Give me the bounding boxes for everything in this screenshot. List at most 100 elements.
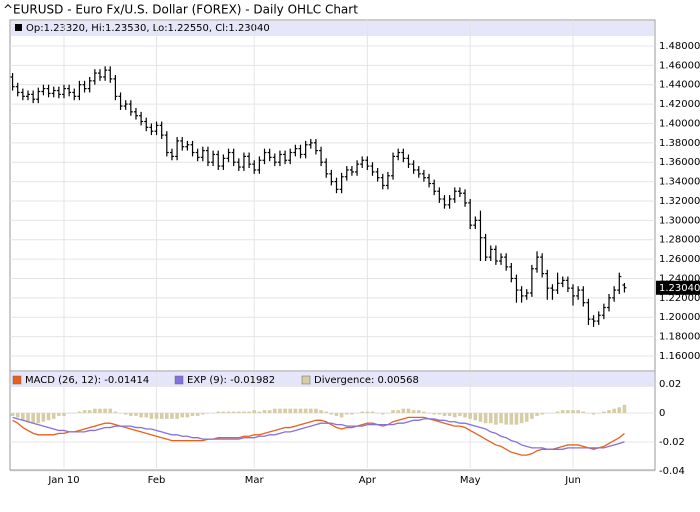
y-tick-label: 1.28000 (659, 235, 700, 246)
divergence-bar (386, 413, 390, 414)
divergence-bar (427, 413, 431, 414)
divergence-bar (396, 410, 400, 414)
divergence-bar (576, 410, 580, 414)
divergence-bar (170, 413, 174, 419)
legend-swatch (12, 375, 22, 385)
y-tick-label: 1.32000 (659, 196, 700, 207)
legend-swatch (301, 375, 311, 385)
divergence-bar (540, 413, 544, 415)
divergence-bar (231, 411, 236, 414)
divergence-bar (365, 411, 370, 414)
y-tick-label: -0.04 (659, 466, 685, 477)
divergence-bar (272, 408, 277, 414)
mark-layer (10, 66, 627, 456)
divergence-bar (278, 408, 282, 414)
last-price-box (656, 280, 700, 295)
divergence-bar (468, 413, 472, 419)
divergence-bar (98, 408, 102, 414)
legend-label: MACD (26, 12): -0.01414 (25, 375, 149, 386)
divergence-bar (437, 413, 442, 415)
divergence-bar (221, 411, 226, 414)
divergence-bar (36, 413, 41, 424)
divergence-bar (334, 413, 339, 416)
y-tick-label: 1.40000 (659, 118, 700, 129)
divergence-bar (622, 404, 627, 414)
divergence-bar (566, 410, 570, 414)
divergence-bar (308, 408, 313, 414)
divergence-bar (360, 411, 365, 414)
divergence-bar (108, 408, 113, 414)
divergence-bar (185, 413, 190, 418)
divergence-bar (15, 413, 20, 418)
divergence-bar (488, 413, 493, 424)
divergence-bar (442, 413, 447, 416)
divergence-bar (293, 408, 298, 414)
divergence-bar (612, 408, 616, 414)
divergence-bar (458, 413, 462, 416)
y-tick-label: 0.02 (659, 379, 681, 390)
divergence-bar (524, 413, 529, 422)
legend-swatch (174, 375, 184, 385)
y-tick-label: 1.48000 (659, 41, 700, 52)
divergence-bar (21, 413, 25, 421)
divergence-bar (57, 413, 61, 416)
divergence-bar (144, 413, 149, 418)
divergence-bar (154, 413, 159, 419)
y-tick-label: 1.44000 (659, 80, 700, 91)
divergence-bar (514, 413, 519, 425)
y-tick-label: 1.18000 (659, 332, 700, 343)
macd-line (12, 416, 625, 456)
divergence-bar (350, 413, 354, 415)
x-tick-label: May (460, 475, 481, 486)
divergence-bar (504, 413, 508, 425)
divergence-bar (180, 413, 185, 418)
divergence-bar (165, 413, 169, 419)
divergence-bar (329, 413, 334, 415)
divergence-bar (422, 411, 426, 414)
divergence-bar (298, 408, 303, 414)
divergence-bar (262, 410, 267, 414)
divergence-bar (226, 411, 231, 414)
divergence-bar (288, 408, 293, 414)
x-tick-label: Jun (564, 475, 581, 486)
chart-title: ^EURUSD - Euro Fx/U.S. Dollar (FOREX) - … (3, 3, 358, 17)
divergence-bar (530, 413, 534, 419)
last-price-label: 1.23040 (659, 283, 700, 294)
divergence-bar (314, 408, 318, 414)
divergence-bar (571, 410, 575, 414)
divergence-bar (93, 408, 97, 414)
divergence-bar (416, 410, 421, 414)
divergence-bar (370, 411, 375, 414)
divergence-bar (339, 413, 344, 418)
y-tick-label: 1.30000 (659, 215, 700, 226)
divergence-bar (175, 413, 179, 419)
x-tick-label: Feb (148, 475, 166, 486)
divergence-bar (607, 410, 611, 414)
divergence-bar (509, 413, 514, 425)
divergence-bar (550, 413, 555, 414)
divergence-bar (391, 410, 395, 414)
y-tick-label: 1.36000 (659, 157, 700, 168)
y-tick-label: 1.34000 (659, 177, 700, 188)
divergence-bar (447, 413, 452, 416)
divergence-bar (113, 411, 118, 414)
divergence-bar (87, 410, 92, 414)
y-tick-label: 1.42000 (659, 99, 700, 110)
divergence-bar (201, 413, 205, 415)
divergence-bar (26, 413, 30, 422)
divergence-bar (31, 413, 35, 424)
divergence-bar (375, 413, 380, 414)
divergence-bar (452, 413, 457, 418)
y-tick-label: 1.22000 (659, 293, 700, 304)
divergence-bar (463, 413, 467, 418)
macd-line (12, 416, 625, 450)
divergence-bar (190, 413, 195, 416)
divergence-bar (494, 413, 498, 425)
divergence-bar (267, 410, 272, 414)
divergence-bar (591, 413, 596, 415)
divergence-bar (211, 413, 215, 414)
grid-layer (10, 20, 655, 472)
divergence-bar (159, 413, 164, 419)
divergence-bar (10, 413, 15, 416)
divergence-bar (303, 408, 308, 414)
